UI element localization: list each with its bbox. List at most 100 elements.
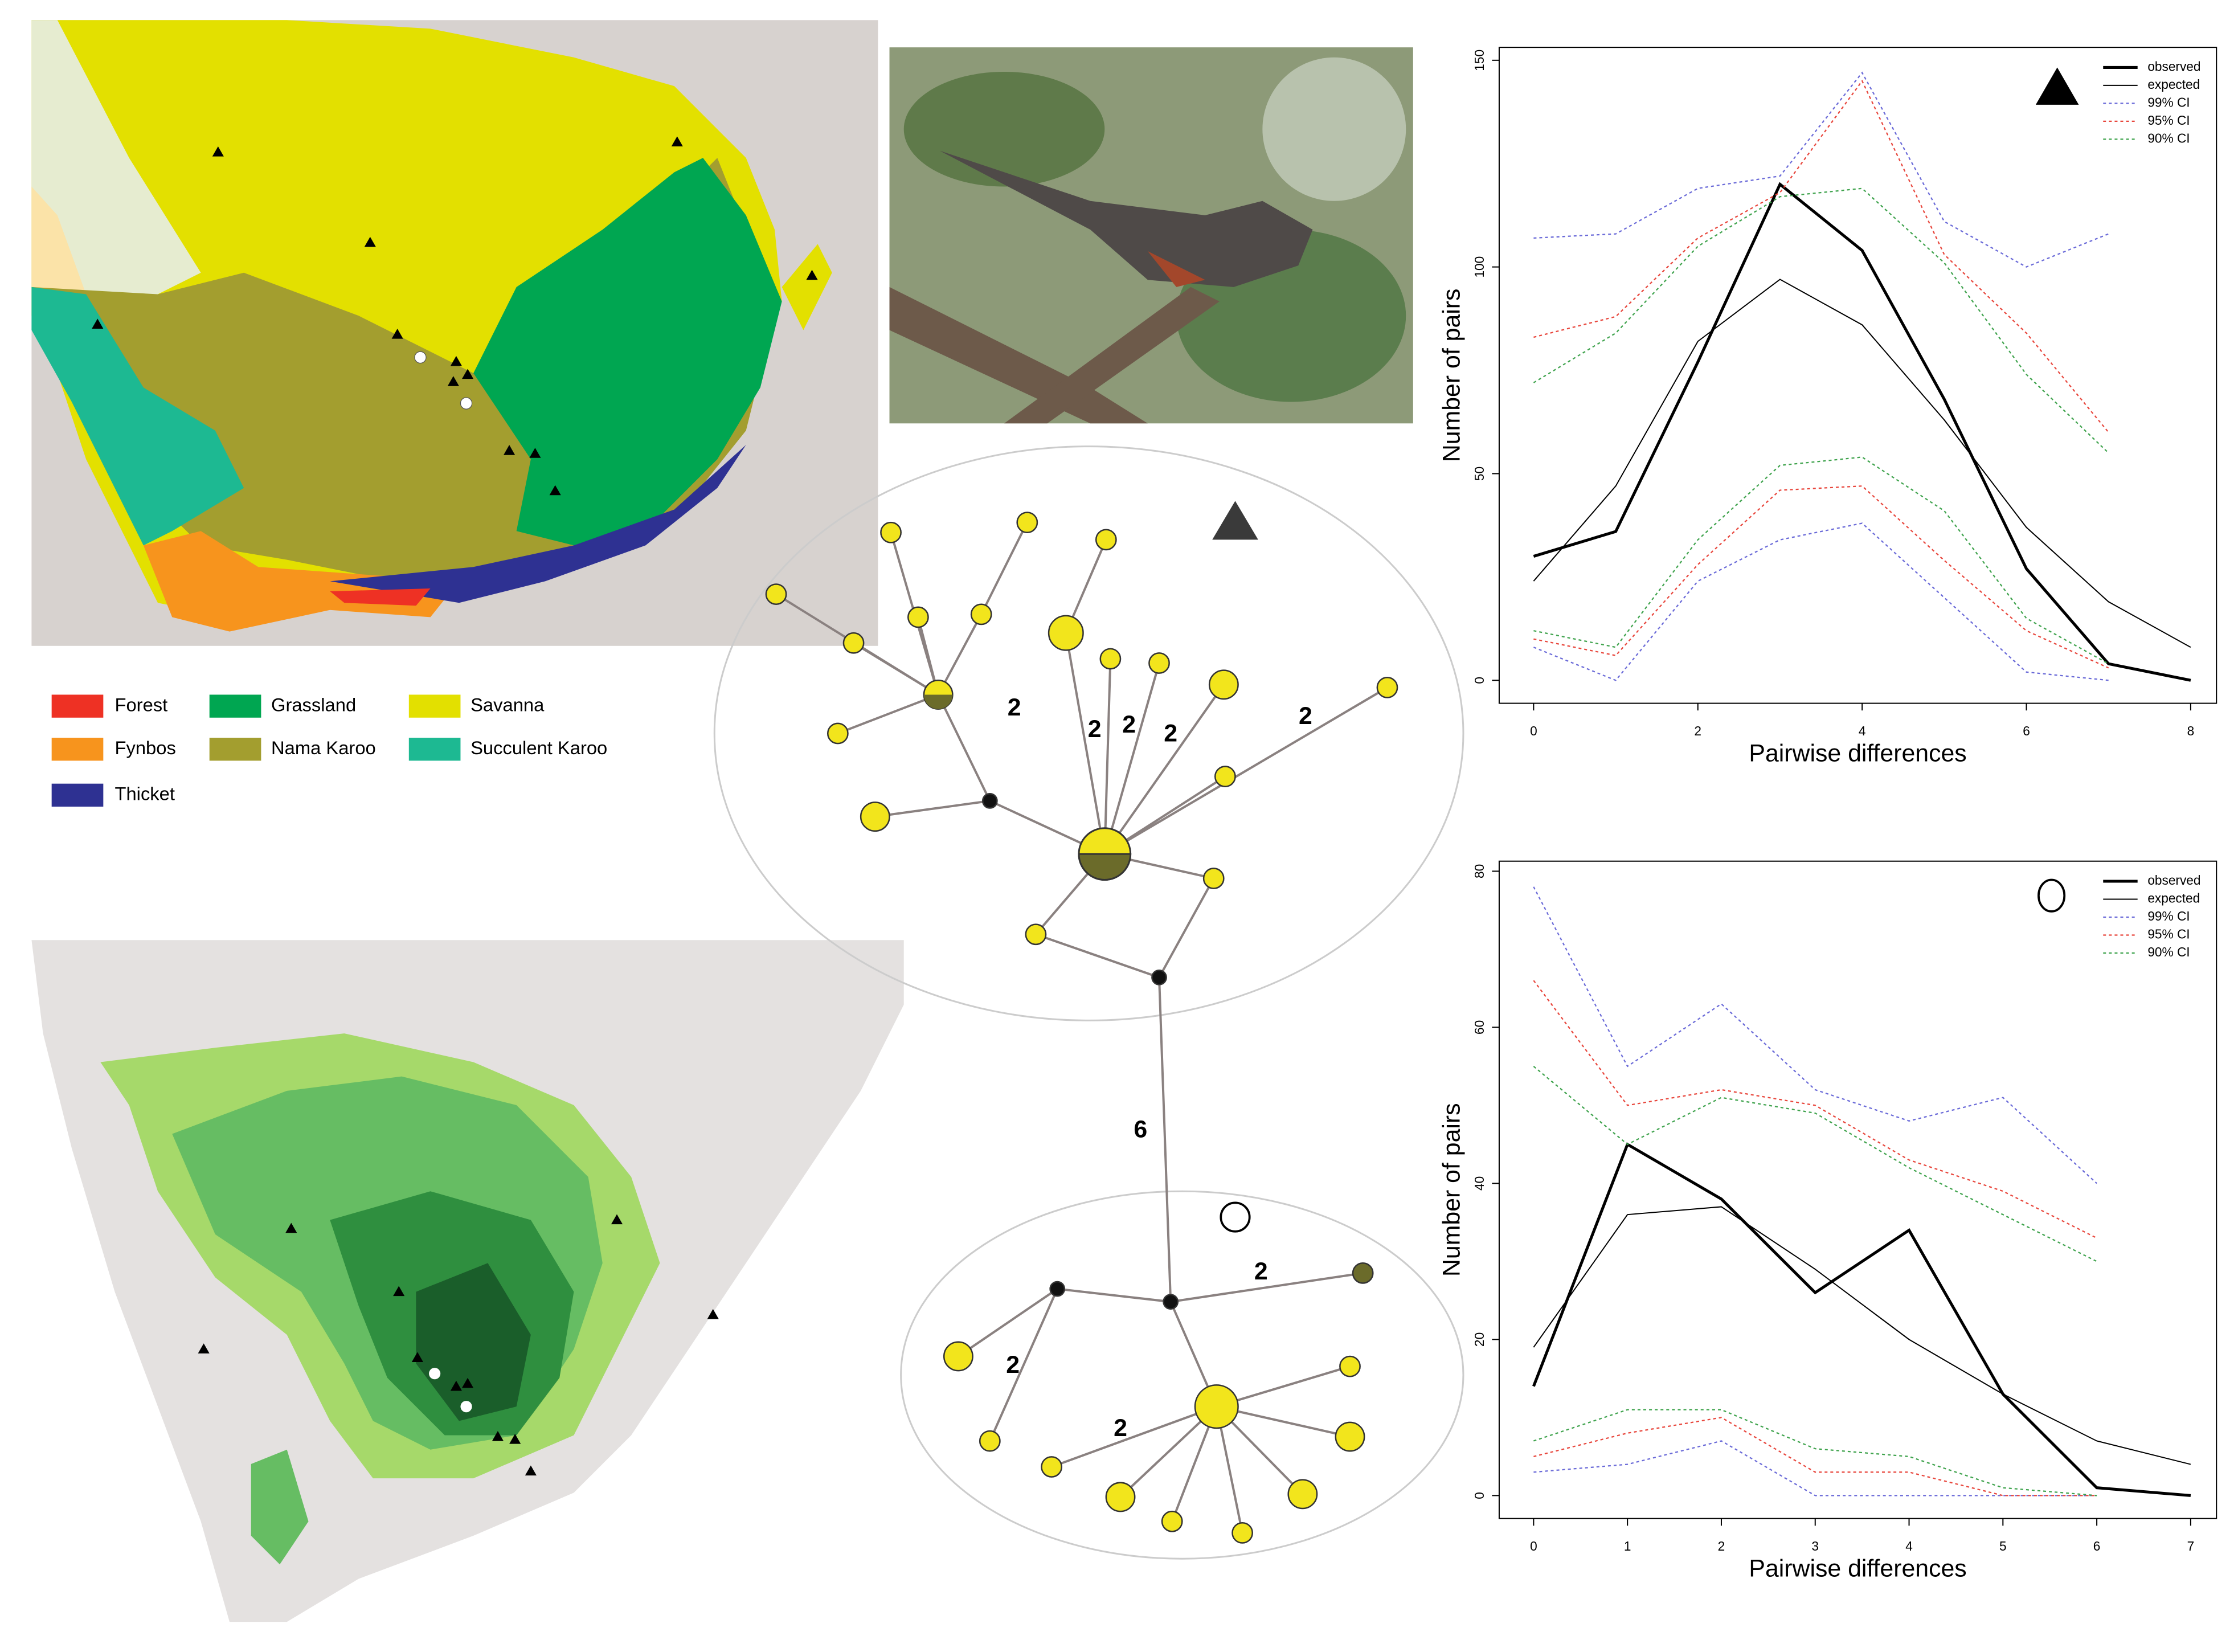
legend-label: Fynbos (114, 737, 175, 758)
bird-photo (889, 47, 1413, 424)
legend-swatch (51, 783, 104, 807)
haplotype-node (1208, 669, 1239, 700)
network-edge (1051, 1405, 1217, 1468)
x-tick-label: 3 (1811, 1539, 1819, 1553)
legend-label: Forest (114, 694, 167, 715)
haplotype-node (1339, 1355, 1361, 1377)
series-line (1533, 886, 2097, 1184)
x-axis-label: Pairwise differences (1749, 1555, 1966, 1583)
haplotype-node (1287, 1479, 1318, 1510)
network-edge (1216, 1405, 1351, 1438)
haplotype-node (1202, 868, 1225, 889)
network-edge (1158, 877, 1215, 978)
legend-label: Grassland (271, 694, 356, 715)
haplotype-node (1352, 1262, 1374, 1284)
edge-label: 2 (1299, 702, 1312, 730)
series-line (1533, 71, 2109, 268)
x-tick-label: 5 (1999, 1539, 2007, 1553)
y-axis-label: Number of pairs (1438, 289, 1466, 463)
series-line (1533, 182, 2191, 682)
haplotype-node (1041, 1456, 1063, 1478)
network-edge (958, 1287, 1058, 1357)
haplotype-node (907, 606, 929, 628)
network-edge (1170, 1271, 1363, 1303)
legend-swatch (51, 694, 104, 718)
haplotype-node (1231, 1522, 1253, 1544)
haplotype-node (1214, 766, 1236, 787)
line-chart: 0 1 2 3 4 5 6 7 0 20 40 60 80 Pairwise differences Num… (1438, 860, 2217, 1583)
haplotype-node (765, 583, 787, 605)
edge-label: 2 (1164, 719, 1177, 747)
haplotype-node (1161, 1510, 1183, 1532)
legend-label: 99% CI (2147, 909, 2190, 923)
x-tick-label: 6 (2093, 1539, 2101, 1553)
x-tick-label: 4 (1859, 723, 1866, 738)
haplotype-node-part (923, 694, 953, 709)
haplotype-node (1151, 969, 1167, 986)
x-axis-label: Pairwise differences (1749, 740, 1966, 767)
haplotype-node (1105, 1482, 1136, 1512)
haplotype-node (1095, 529, 1117, 551)
series-line (1533, 1065, 2097, 1262)
legend-label: 90% CI (2147, 944, 2190, 959)
series-line (1533, 279, 2191, 648)
network-edge (1035, 933, 1160, 979)
series-line (1533, 522, 2109, 681)
network-edge (1103, 659, 1112, 854)
series-line (1533, 1440, 2097, 1496)
legend-label: expected (2147, 890, 2200, 905)
line-chart: 0 2 4 6 8 0 50 100 150 Pairwise differences Number… (1438, 47, 2217, 767)
y-tick-label: 150 (1472, 50, 1487, 71)
series-line (1533, 1206, 2191, 1465)
legend-label: observed (2147, 59, 2200, 73)
haplotype-node (1194, 1384, 1239, 1429)
legend-swatch (51, 738, 104, 761)
group-symbol (2037, 878, 2066, 913)
edge-label: 2 (1088, 715, 1102, 743)
network-edge (837, 693, 939, 735)
haplotype-node (1163, 1294, 1179, 1310)
y-tick-label: 20 (1472, 1332, 1487, 1347)
haplotype-node (827, 722, 849, 745)
legend-label: 95% CI (2147, 926, 2190, 941)
x-tick-label: 8 (2187, 723, 2195, 738)
legend-swatch (209, 738, 261, 761)
network-edge (1103, 663, 1160, 854)
group-symbol (2035, 67, 2079, 105)
haplotype-node (1025, 923, 1047, 946)
network-edge (1057, 1287, 1171, 1303)
haplotype-node (1376, 676, 1398, 698)
y-tick-label: 60 (1472, 1020, 1487, 1034)
x-tick-label: 7 (2187, 1539, 2195, 1553)
haplotype-node (970, 603, 992, 625)
edge-label: 6 (1134, 1116, 1147, 1143)
edge-label: 2 (1122, 711, 1136, 738)
legend-label: Nama Karoo (271, 737, 376, 758)
edge-label: 2 (1006, 1351, 1020, 1379)
vegetation-map (31, 20, 878, 646)
suitability-map (31, 940, 904, 1637)
haplotype-node (981, 793, 998, 809)
series-line (1533, 187, 2109, 453)
series-line (1533, 980, 2097, 1239)
haplotype-node (880, 521, 902, 543)
legend-swatch (209, 694, 261, 718)
y-tick-label: 80 (1472, 864, 1487, 878)
haplotype-node (1335, 1421, 1365, 1452)
y-tick-label: 0 (1472, 1492, 1487, 1499)
network-edge (853, 642, 939, 696)
legend-label: Thicket (114, 783, 174, 804)
haplotype-node (943, 1341, 973, 1372)
haplotype-node (1049, 1281, 1066, 1297)
haplotype-node (1099, 648, 1122, 670)
haplotype-node-part (1078, 853, 1132, 881)
haplotype-node (979, 1430, 1001, 1452)
legend-label: observed (2147, 873, 2200, 888)
series-line (1533, 1417, 2097, 1496)
haplotype-node (1148, 652, 1170, 674)
y-tick-label: 0 (1472, 677, 1487, 684)
series-line (1533, 485, 2109, 669)
haplotype-node (842, 632, 865, 654)
